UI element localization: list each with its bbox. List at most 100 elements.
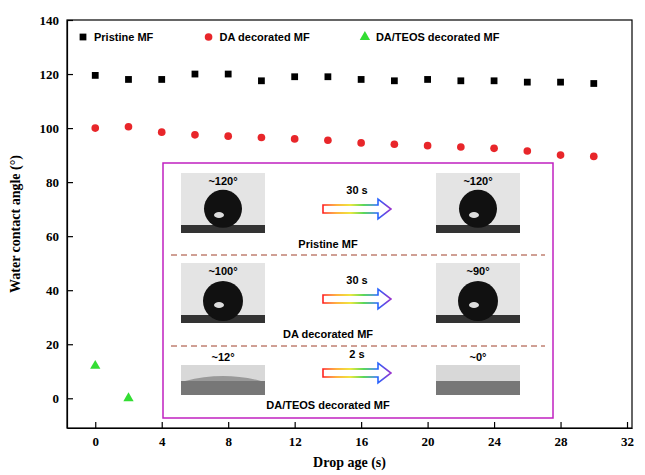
sample-label: DA decorated MF <box>283 328 373 340</box>
tick-mark <box>228 422 229 428</box>
highlight <box>214 212 224 218</box>
point <box>391 140 399 148</box>
point <box>191 131 199 139</box>
tick-mark <box>428 422 429 428</box>
y-axis: 0 20 40 60 80 100 120 140 <box>40 13 74 429</box>
tick-mark <box>627 422 628 428</box>
tick: 60 <box>46 229 73 244</box>
point <box>123 392 133 401</box>
tick-label: 32 <box>621 434 634 449</box>
tick: 100 <box>40 121 74 136</box>
droplet <box>458 281 498 321</box>
angle-label: ~120° <box>463 175 492 187</box>
point <box>457 143 465 151</box>
point <box>258 134 266 142</box>
point <box>523 147 531 155</box>
chart: 0 4 8 12 16 20 24 28 32 0 20 40 60 80 100 120 140 Pristin… <box>0 0 645 475</box>
tick: 24 <box>488 422 502 449</box>
tick-mark <box>295 422 296 428</box>
y-axis-title: Water contact angle (°) <box>8 155 24 293</box>
tick: 20 <box>422 422 435 449</box>
tick-label: 8 <box>225 434 232 449</box>
tick-mark <box>361 422 362 428</box>
tick-mark <box>67 344 73 345</box>
tick-label: 20 <box>46 337 59 352</box>
interval-label: 2 s <box>349 348 364 360</box>
axis-line <box>67 21 68 429</box>
legend-label: Pristine MF <box>94 31 154 43</box>
x-axis-title: Drop age (s) <box>313 455 386 471</box>
point <box>524 79 531 86</box>
tick-label: 24 <box>488 434 502 449</box>
tick-mark <box>67 74 73 75</box>
tick-label: 0 <box>53 391 60 406</box>
angle-label: ~120° <box>208 175 237 187</box>
point <box>490 145 498 153</box>
plot-frame <box>67 20 632 428</box>
tick: 20 <box>46 337 73 352</box>
point <box>457 77 464 84</box>
substrate <box>181 381 265 395</box>
tick-label: 140 <box>40 13 60 28</box>
point <box>125 76 132 83</box>
tick: 40 <box>46 283 73 298</box>
point <box>291 73 298 80</box>
point <box>224 132 232 140</box>
tick: 12 <box>289 422 302 449</box>
inset-frame <box>163 163 553 418</box>
tick: 120 <box>40 67 74 82</box>
highlight <box>214 302 224 308</box>
droplet-image <box>181 365 265 395</box>
droplet-image <box>181 173 265 233</box>
point <box>92 72 99 79</box>
point <box>258 77 265 84</box>
plot: 0 4 8 12 16 20 24 28 32 0 20 40 60 80 100 120 140 Pristin… <box>40 13 635 450</box>
point <box>424 142 432 150</box>
droplet <box>185 376 261 381</box>
tick-mark <box>67 128 73 129</box>
point <box>557 151 565 159</box>
tick-mark <box>560 422 561 428</box>
tick: 4 <box>159 422 166 449</box>
series <box>91 123 597 160</box>
separator <box>171 255 545 256</box>
tick: 28 <box>555 422 569 449</box>
legend: Pristine MFDA decorated MFDA/TEOS decora… <box>80 31 500 43</box>
point <box>90 360 100 369</box>
legend-label: DA decorated MF <box>220 31 310 43</box>
point <box>225 71 232 78</box>
photo <box>436 173 520 233</box>
point <box>91 124 99 132</box>
photo <box>181 365 265 395</box>
tick: 32 <box>621 422 634 449</box>
tick-mark <box>67 398 73 399</box>
point <box>391 77 398 84</box>
tick-label: 28 <box>555 434 569 449</box>
point <box>125 123 133 131</box>
droplet <box>204 190 242 228</box>
tick: 16 <box>355 422 369 449</box>
point <box>424 76 431 83</box>
point <box>325 73 332 80</box>
series <box>90 360 134 401</box>
point <box>590 80 597 87</box>
point <box>357 139 365 147</box>
droplet-image <box>436 173 520 233</box>
substrate <box>436 381 520 395</box>
point <box>291 135 299 143</box>
tick-label: 80 <box>46 175 59 190</box>
tick-mark <box>67 20 73 21</box>
arrow <box>323 199 391 219</box>
photo <box>181 263 265 323</box>
tick: 0 <box>93 422 100 449</box>
droplet-image <box>436 263 520 323</box>
tick-label: 40 <box>46 283 59 298</box>
tick-label: 16 <box>355 434 369 449</box>
point <box>158 76 165 83</box>
point <box>358 76 365 83</box>
tick-mark <box>67 182 73 183</box>
point <box>192 71 199 78</box>
tick: 0 <box>53 391 74 406</box>
interval-label: 30 s <box>346 184 367 196</box>
legend-marker <box>205 33 213 41</box>
